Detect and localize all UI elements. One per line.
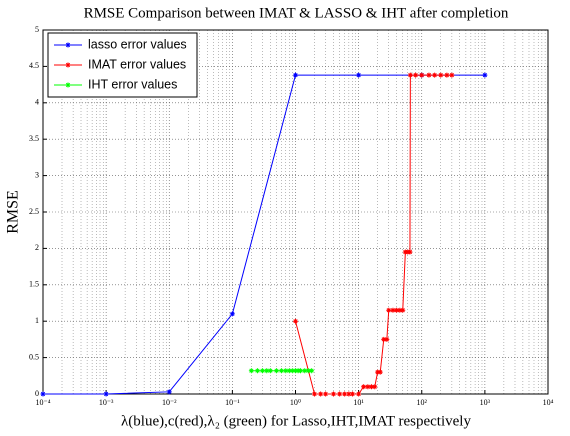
data-point — [337, 391, 343, 397]
data-point — [426, 72, 432, 78]
data-point — [290, 368, 296, 374]
data-point — [229, 311, 235, 317]
x-tick-label: 10⁻¹ — [225, 398, 240, 407]
data-point — [278, 368, 284, 374]
data-point — [438, 72, 444, 78]
x-tick-label: 10⁻² — [162, 398, 177, 407]
y-tick-label: 3 — [35, 170, 39, 179]
y-tick-label: 4.5 — [29, 61, 39, 70]
data-point — [312, 391, 318, 397]
data-point — [318, 391, 324, 397]
data-point — [293, 72, 298, 78]
data-point — [384, 336, 390, 342]
chart-title: RMSE Comparison between IMAT & LASSO & I… — [84, 5, 509, 21]
data-point — [293, 318, 298, 324]
data-point — [297, 368, 303, 374]
data-point — [273, 368, 279, 374]
data-point — [248, 368, 254, 374]
data-point — [331, 391, 337, 397]
x-tick-label: 10² — [417, 398, 428, 407]
data-point — [407, 72, 413, 78]
data-point — [267, 368, 273, 374]
legend-marker — [65, 42, 71, 48]
data-point — [342, 391, 348, 397]
data-point — [419, 72, 425, 78]
legend-label: IMAT error values — [88, 57, 186, 71]
data-point — [375, 369, 381, 375]
legend-marker — [65, 82, 71, 88]
legend-label: IHT error values — [88, 77, 177, 91]
data-point — [381, 336, 387, 342]
y-tick-label: 2.5 — [29, 207, 39, 216]
data-point — [323, 391, 329, 397]
data-point — [361, 384, 367, 390]
x-tick-label: 10³ — [480, 398, 491, 407]
data-point — [259, 368, 265, 374]
data-point — [372, 384, 378, 390]
legend-label: lasso error values — [88, 37, 187, 51]
data-point — [397, 307, 403, 313]
data-point — [305, 368, 311, 374]
data-point — [386, 307, 392, 313]
legend-marker — [65, 62, 71, 68]
y-tick-label: 1 — [35, 316, 39, 325]
data-point — [264, 368, 270, 374]
data-point — [346, 391, 352, 397]
data-point — [166, 389, 172, 395]
data-point — [103, 391, 109, 397]
data-point — [286, 368, 292, 374]
x-tick-label: 10⁻⁴ — [35, 398, 50, 407]
x-tick-label: 10¹ — [353, 398, 364, 407]
data-point — [356, 391, 362, 397]
y-tick-label: 5 — [35, 25, 39, 34]
data-point — [283, 368, 289, 374]
data-point — [254, 368, 260, 374]
data-point — [369, 384, 375, 390]
data-point — [413, 72, 419, 78]
data-point — [350, 391, 356, 397]
y-tick-label: 4 — [35, 98, 39, 107]
data-point — [309, 368, 315, 374]
data-point — [377, 369, 383, 375]
data-point — [449, 72, 455, 78]
data-point — [302, 368, 308, 374]
x-tick-label: 10⁴ — [543, 398, 554, 407]
y-tick-label: 0.5 — [29, 352, 39, 361]
plot-frame — [42, 29, 549, 395]
data-point — [390, 307, 396, 313]
data-point — [365, 384, 371, 390]
data-point — [482, 72, 488, 78]
y-tick-label: 2 — [35, 243, 39, 252]
data-point — [400, 307, 406, 313]
y-axis-label: RMSE — [5, 190, 22, 234]
y-tick-label: 3.5 — [29, 134, 39, 143]
data-point — [407, 249, 413, 255]
x-tick-label: 10⁻³ — [99, 398, 114, 407]
data-point — [293, 368, 298, 374]
x-axis-label: λ(blue),c(red),λ₂ (green) for Lasso,IHT,… — [121, 413, 471, 429]
data-point — [356, 72, 362, 78]
y-tick-label: 1.5 — [29, 280, 39, 289]
data-point — [432, 72, 438, 78]
data-point — [40, 391, 46, 397]
y-tick-label: 0 — [35, 389, 39, 398]
data-point — [394, 307, 400, 313]
x-tick-label: 10⁰ — [290, 398, 301, 407]
data-point — [444, 72, 450, 78]
